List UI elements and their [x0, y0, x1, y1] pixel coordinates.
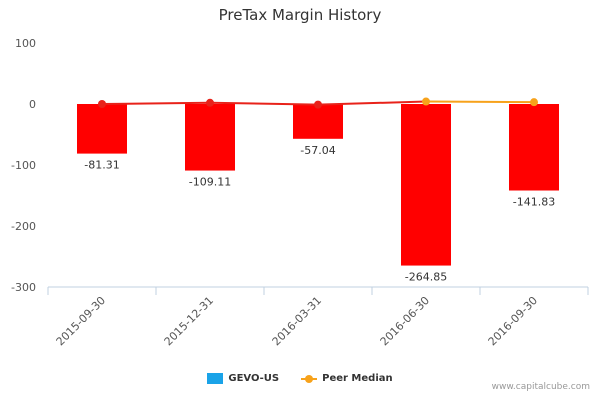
bar	[77, 104, 127, 154]
company-point	[98, 100, 106, 108]
company-point	[314, 100, 322, 109]
y-axis-ticks: 100 0 -100 -200 -300	[11, 37, 36, 294]
legend-item-peer-median[interactable]: Peer Median	[301, 373, 393, 384]
y-tick-label: -100	[11, 159, 36, 172]
legend-item-gevo-us[interactable]: GEVO-US	[207, 373, 279, 384]
bars	[77, 104, 559, 266]
company-line	[101, 100, 427, 106]
peer-median-line	[425, 100, 535, 104]
legend-label: Peer Median	[322, 373, 393, 384]
data-label: -81.31	[84, 159, 119, 172]
bar	[185, 104, 235, 171]
lines	[98, 97, 538, 109]
legend-label: GEVO-US	[228, 373, 280, 384]
x-tick-label: 2015-09-30	[54, 294, 108, 348]
y-tick-label: -300	[11, 281, 36, 294]
source-credit: www.capitalcube.com	[491, 382, 590, 392]
company-point	[206, 98, 214, 107]
y-tick-label: 100	[15, 37, 36, 50]
data-label: -109.11	[189, 176, 231, 189]
legend-swatch-peer-median	[301, 374, 318, 384]
y-tick-label: 0	[29, 98, 36, 111]
legend-swatch-gevo-us	[207, 373, 224, 384]
y-tick-label: -200	[11, 220, 36, 233]
x-tick-label: 2015-12-31	[162, 294, 216, 348]
legend: GEVO-US Peer Median	[0, 373, 600, 384]
x-axis-ticks: 2015-09-30 2015-12-31 2016-03-31 2016-06-30…	[54, 294, 540, 348]
data-label: -57.04	[300, 144, 335, 157]
data-labels: -81.31 -109.11 -57.04 -264.85 -141.83	[84, 144, 555, 284]
peer-median-point	[530, 98, 538, 107]
x-tick-label: 2016-03-31	[270, 294, 324, 348]
data-label: -141.83	[513, 196, 555, 209]
peer-median-point	[422, 97, 430, 106]
bar	[509, 104, 559, 191]
x-tick-label: 2016-06-30	[378, 294, 432, 348]
x-axis	[47, 286, 589, 295]
chart-title: PreTax Margin History	[218, 6, 382, 24]
bar	[401, 104, 451, 266]
x-tick-label: 2016-09-30	[486, 294, 540, 348]
bar	[293, 104, 343, 139]
data-label: -264.85	[405, 271, 447, 284]
